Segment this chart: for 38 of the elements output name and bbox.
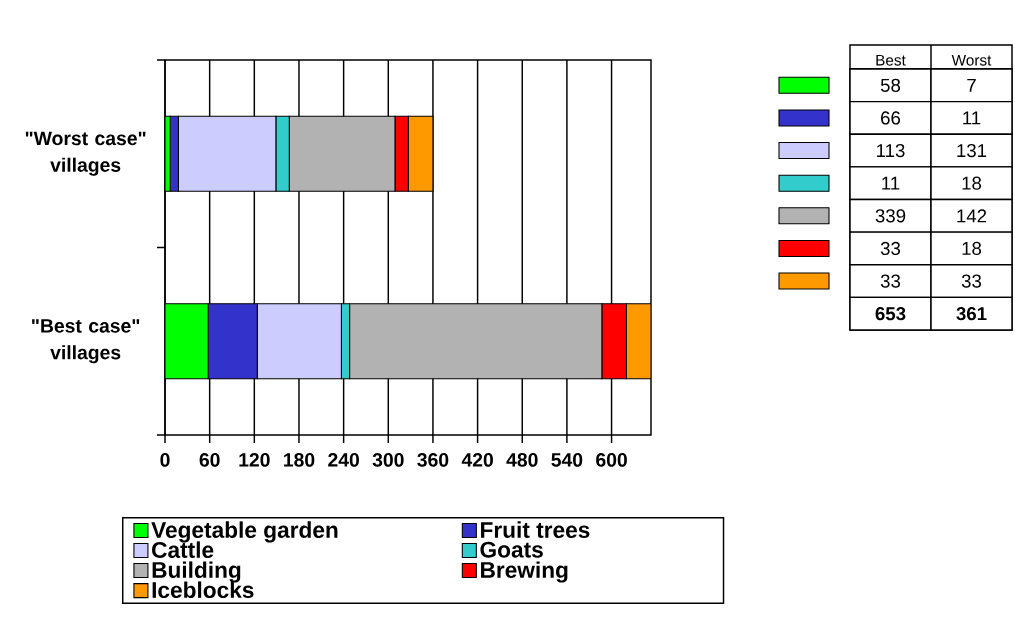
legend-label: Brewing: [481, 561, 568, 583]
x-tick-label: 420: [461, 453, 493, 467]
legend-label: Building: [152, 561, 241, 583]
x-tick-label: 600: [596, 453, 627, 467]
y-tick-label: "Best case" villages: [32, 319, 140, 364]
x-tick-label: 180: [284, 453, 315, 467]
legend-label: Fruit trees: [481, 521, 590, 538]
data-label: 33: [880, 274, 901, 288]
x-tick-label: 120: [239, 453, 270, 467]
data-label: 18: [962, 241, 982, 256]
data-label: 7: [967, 78, 976, 92]
data-label: 33: [880, 241, 901, 256]
x-tick-label: Best: [876, 54, 906, 66]
legend-label: Iceblocks: [152, 581, 254, 599]
data-label: 142: [957, 209, 987, 223]
data-label: 66: [881, 111, 901, 125]
data-label: 11: [963, 111, 981, 125]
y-tick-label: "Worst case" villages: [25, 131, 146, 176]
legend-label: Vegetable garden: [151, 521, 338, 543]
x-tick-label: 480: [506, 453, 538, 467]
x-tick-label: 540: [551, 453, 583, 467]
data-label: 113: [877, 143, 905, 158]
x-tick-label: 60: [199, 453, 220, 467]
data-label: 11: [882, 176, 900, 190]
data-label: 653: [875, 307, 906, 321]
data-label: 131: [957, 143, 987, 158]
x-tick-label: 0: [160, 453, 170, 467]
x-tick-label: Worst: [951, 54, 992, 66]
data-label: 58: [880, 78, 901, 92]
data-label: 339: [875, 209, 906, 223]
data-label: 18: [962, 176, 982, 190]
data-label: 33: [961, 274, 982, 288]
legend-label: Cattle: [152, 541, 214, 558]
data-label: 361: [956, 307, 987, 321]
x-tick-label: 240: [328, 453, 359, 467]
x-tick-label: 360: [417, 453, 449, 467]
x-tick-label: 300: [372, 453, 404, 467]
legend-label: Goats: [480, 541, 543, 558]
